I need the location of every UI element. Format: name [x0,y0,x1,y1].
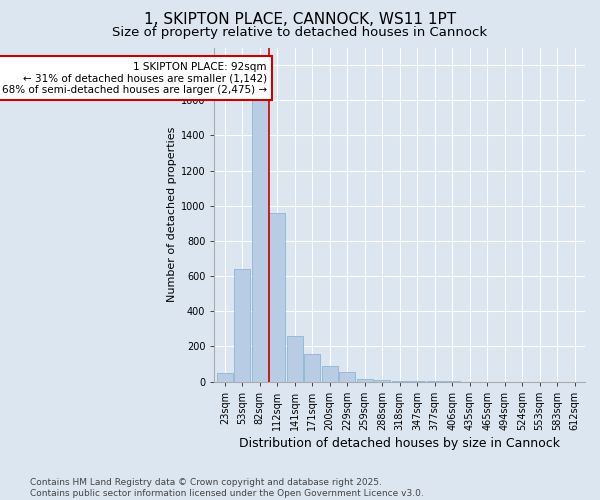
Text: 1 SKIPTON PLACE: 92sqm
← 31% of detached houses are smaller (1,142)
68% of semi-: 1 SKIPTON PLACE: 92sqm ← 31% of detached… [2,62,267,95]
Y-axis label: Number of detached properties: Number of detached properties [167,127,176,302]
Bar [269,213,286,382]
Bar [322,366,338,382]
Bar [339,372,355,382]
Text: 1, SKIPTON PLACE, CANNOCK, WS11 1PT: 1, SKIPTON PLACE, CANNOCK, WS11 1PT [144,12,456,28]
Text: Size of property relative to detached houses in Cannock: Size of property relative to detached ho… [112,26,488,39]
Bar [217,373,233,382]
Bar [356,379,373,382]
Bar [374,380,390,382]
Bar [252,96,268,382]
Bar [304,354,320,382]
X-axis label: Distribution of detached houses by size in Cannock: Distribution of detached houses by size … [239,437,560,450]
Text: Contains HM Land Registry data © Crown copyright and database right 2025.
Contai: Contains HM Land Registry data © Crown c… [30,478,424,498]
Bar [392,381,408,382]
Bar [287,336,303,382]
Bar [234,269,250,382]
